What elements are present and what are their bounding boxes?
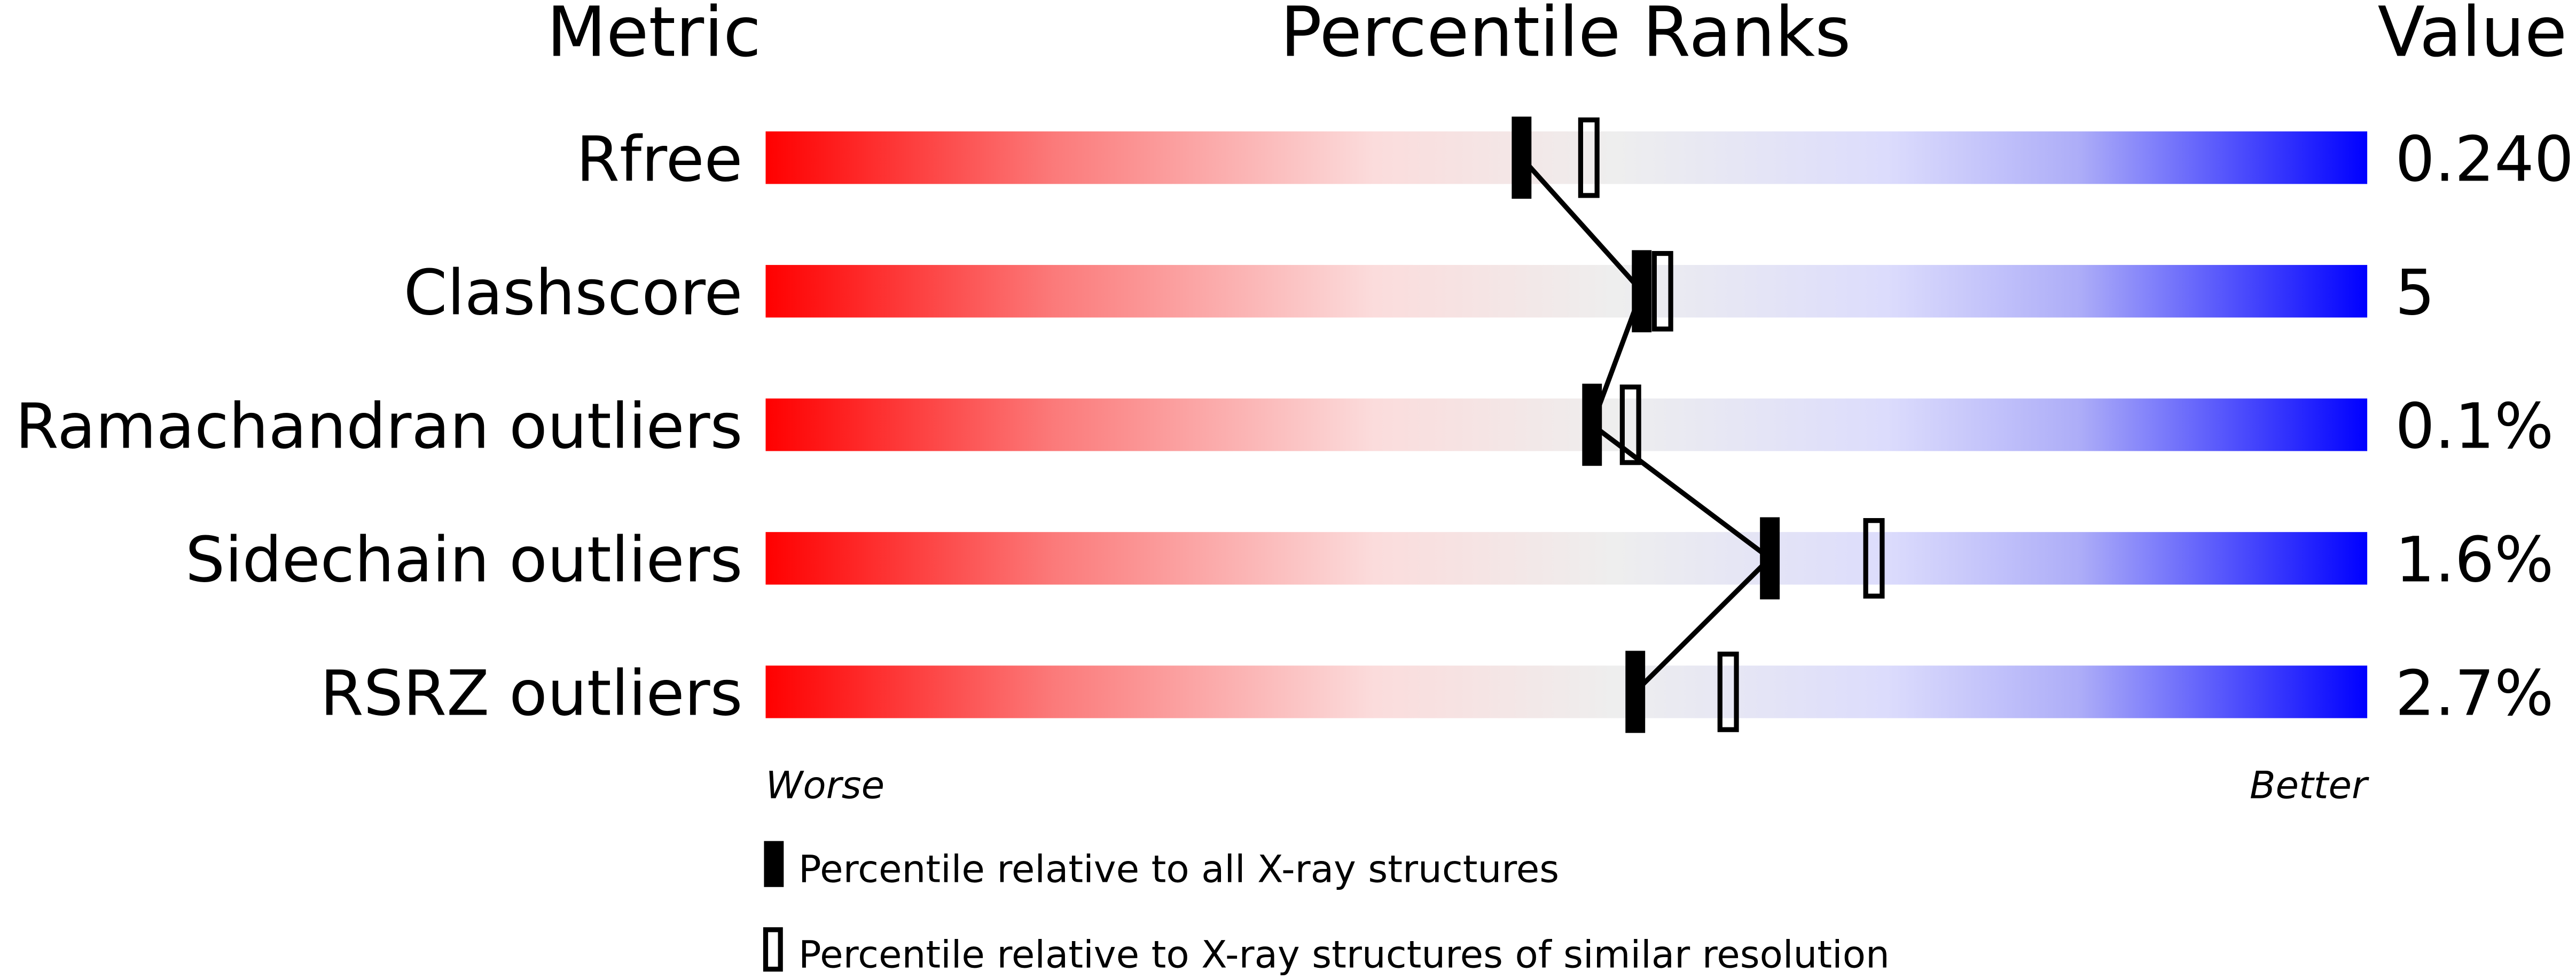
marker-similar-resolution — [1651, 250, 1673, 332]
metric-value: 2.7% — [2395, 657, 2554, 730]
axis-label-better: Better — [2250, 763, 2369, 808]
header-metric: Metric — [547, 0, 762, 73]
marker-all-structures — [1625, 651, 1646, 733]
percentile-bar — [765, 398, 2368, 451]
metric-value: 0.1% — [2395, 390, 2554, 463]
legend-open-marker — [763, 927, 783, 972]
connector-line — [1520, 156, 1644, 293]
connector-line — [1633, 557, 1772, 694]
header-percentile-ranks: Percentile Ranks — [1280, 0, 1851, 73]
metric-value: 5 — [2395, 256, 2434, 329]
metric-value: 1.6% — [2395, 523, 2554, 596]
marker-similar-resolution — [1619, 384, 1641, 465]
marker-similar-resolution — [1717, 652, 1739, 732]
axis-label-worse: Worse — [765, 763, 884, 808]
marker-similar-resolution — [1578, 117, 1600, 198]
legend-label-all: Percentile relative to all X-ray structu… — [798, 847, 1559, 891]
metric-label: Rfree — [576, 123, 743, 195]
marker-all-structures — [1760, 517, 1780, 600]
legend-filled-marker — [764, 841, 784, 887]
marker-similar-resolution — [1863, 518, 1885, 599]
metric-label: Sidechain outliers — [185, 523, 742, 596]
metric-label: Clashscore — [404, 256, 743, 329]
marker-all-structures — [1632, 250, 1652, 333]
percentile-bar — [765, 131, 2368, 184]
legend-label-similar: Percentile relative to X-ray structures … — [798, 932, 1890, 976]
percentile-bar — [765, 665, 2368, 718]
metric-label: RSRZ outliers — [320, 657, 743, 730]
metric-value: 0.240 — [2395, 123, 2574, 195]
marker-all-structures — [1512, 116, 1532, 199]
marker-all-structures — [1582, 383, 1602, 466]
header-value: Value — [2378, 0, 2567, 73]
percentile-bar — [765, 265, 2368, 318]
percentile-bar — [765, 532, 2368, 585]
metric-label: Ramachandran outliers — [15, 390, 743, 463]
